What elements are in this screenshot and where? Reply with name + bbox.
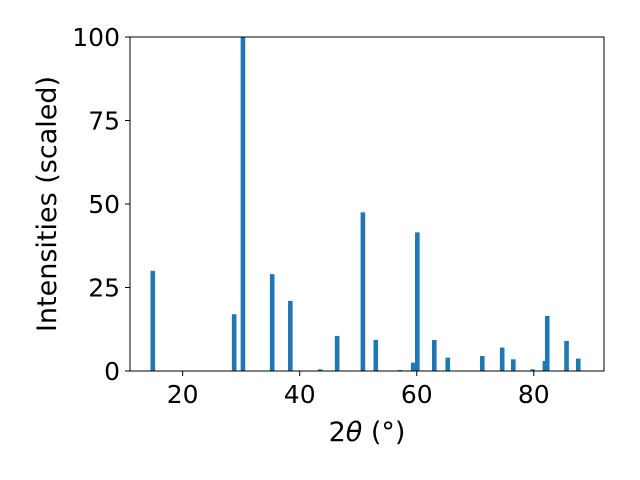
bar — [530, 369, 535, 371]
bar — [415, 232, 420, 371]
bar — [317, 369, 323, 371]
x-tick-label: 60 — [401, 380, 433, 409]
y-axis-label: Intensities (scaled) — [32, 76, 63, 332]
x-axis-label-theta: θ — [346, 417, 363, 448]
bar — [269, 274, 275, 371]
bar — [564, 340, 569, 371]
x-axis-ticks: 20 40 60 80 — [167, 371, 550, 409]
y-tick-label: 75 — [88, 107, 120, 136]
x-axis-label-unit: (°) — [362, 417, 405, 448]
bar — [432, 339, 437, 371]
x-axis-label: 2θ (°) — [329, 417, 406, 448]
bar — [445, 357, 451, 371]
bar — [544, 315, 550, 371]
bar — [334, 335, 340, 371]
bar — [231, 314, 237, 371]
x-tick-label: 80 — [518, 380, 550, 409]
x-tick-label: 40 — [284, 380, 316, 409]
x-tick-label: 20 — [167, 380, 199, 409]
bar — [360, 212, 366, 371]
y-axis-ticks: 0 25 50 75 100 — [72, 23, 130, 386]
y-tick-label: 25 — [88, 274, 120, 303]
bar — [240, 37, 246, 371]
plot-frame — [129, 36, 605, 372]
bar — [542, 360, 548, 371]
y-tick-label: 0 — [104, 357, 120, 386]
bar — [479, 355, 485, 371]
y-tick-label: 100 — [72, 23, 120, 52]
bar — [288, 300, 293, 371]
x-axis-label-prefix: 2 — [329, 417, 346, 448]
bar — [373, 339, 379, 371]
bar — [410, 362, 416, 371]
y-tick-label: 50 — [88, 190, 120, 219]
bar — [511, 359, 516, 371]
bars-group — [150, 37, 581, 371]
bar — [150, 270, 156, 371]
bar — [499, 347, 505, 371]
bar — [575, 358, 581, 371]
